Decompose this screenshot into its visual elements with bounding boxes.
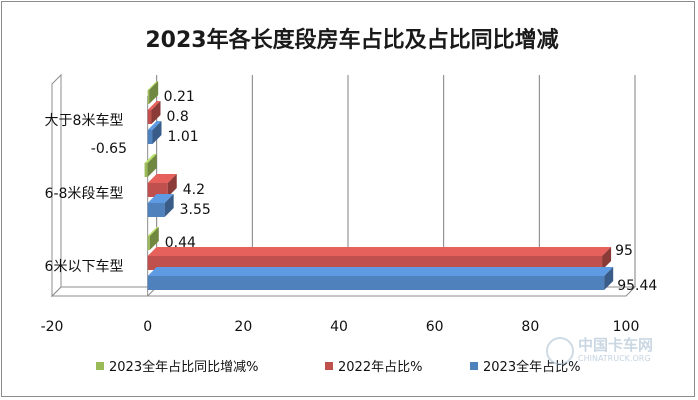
watermark: 中国卡车网 CHINATRUCK.ORG: [546, 336, 653, 365]
bar-side: [167, 174, 177, 197]
chart-title: 2023年各长度段房车占比及占比同比增减: [145, 27, 558, 53]
bar: [147, 101, 161, 124]
bar-side: [604, 267, 614, 290]
data-label: 3.55: [180, 202, 211, 218]
legend: 2023全年占比同比增减% 2022年占比% 2023全年占比%: [96, 359, 580, 375]
bar-side: [149, 227, 159, 250]
data-label: 95.44: [617, 278, 657, 294]
bar-side: [152, 121, 162, 144]
data-label: 0.44: [165, 235, 196, 251]
bar-top: [147, 101, 161, 110]
data-label: 1.01: [167, 129, 198, 145]
bar: [147, 247, 612, 270]
category-label: 6-8米段车型: [45, 185, 124, 202]
bar-top: [147, 81, 159, 90]
bar-front: [147, 256, 603, 270]
x-tick-label: 100: [613, 319, 640, 335]
legend-label: 2022年占比%: [338, 360, 422, 375]
x-tick-label: 60: [426, 319, 444, 335]
bars: [144, 81, 614, 290]
legend-swatch: [470, 362, 478, 370]
data-labels: 0.21 0.8 1.01 -0.65 4.2 3.55 0.44 95 95.44: [91, 89, 658, 294]
legend-label: 2023全年占比%: [483, 359, 580, 375]
category-label: 6米以下车型: [45, 258, 124, 275]
bar: [147, 121, 162, 144]
bar-top: [147, 121, 162, 130]
bar: [147, 227, 159, 250]
bar: [147, 174, 177, 197]
category-labels: 大于8米车型 6-8米段车型 6米以下车型: [45, 112, 124, 275]
watermark-domain: CHINATRUCK.ORG: [578, 354, 651, 363]
legend-item: 2023全年占比%: [470, 359, 580, 375]
bar-top: [147, 227, 159, 236]
bar-top: [144, 154, 157, 163]
bar-front: [147, 90, 150, 104]
bar-side: [151, 101, 161, 124]
legend-swatch: [325, 362, 333, 370]
x-tick-label: 40: [330, 319, 348, 335]
bar-top: [147, 247, 612, 256]
bar-top: [147, 174, 177, 183]
legend-item: 2022年占比%: [325, 360, 422, 375]
category-label: 大于8米车型: [45, 112, 124, 129]
data-label: 95: [615, 243, 633, 259]
watermark-brand: 中国卡车网: [578, 336, 653, 354]
bar-front: [144, 163, 148, 177]
x-tick-label: 0: [143, 319, 152, 335]
x-tick-label: -20: [41, 319, 64, 335]
bar-front: [147, 183, 168, 197]
data-label: 0.21: [164, 89, 195, 105]
bar: [147, 81, 159, 104]
legend-item: 2023全年占比同比增减%: [96, 359, 258, 375]
bar: [147, 267, 614, 290]
bar-side: [164, 194, 174, 217]
legend-swatch: [96, 362, 104, 370]
legend-label: 2023全年占比同比增减%: [109, 359, 258, 375]
bar: [144, 154, 157, 177]
bar-front: [147, 130, 153, 144]
x-tick-label: 20: [234, 319, 252, 335]
x-tick-labels: -20 0 20 40 60 80 100: [41, 319, 640, 335]
bar-side: [602, 247, 612, 270]
data-label: 4.2: [183, 182, 205, 198]
data-label: -0.65: [91, 141, 127, 157]
bar-front: [147, 236, 150, 250]
bar: [147, 194, 174, 217]
watermark-logo-icon: [546, 337, 574, 365]
bar-front: [147, 110, 152, 124]
bar-front: [147, 203, 165, 217]
bar-top: [147, 267, 614, 276]
x-tick-label: 80: [521, 319, 539, 335]
data-label: 0.8: [166, 109, 188, 125]
bar-top: [147, 194, 174, 203]
bar-side: [147, 154, 157, 177]
bar-front: [147, 276, 605, 290]
bar-side: [149, 81, 159, 104]
left-wall: [51, 73, 62, 298]
